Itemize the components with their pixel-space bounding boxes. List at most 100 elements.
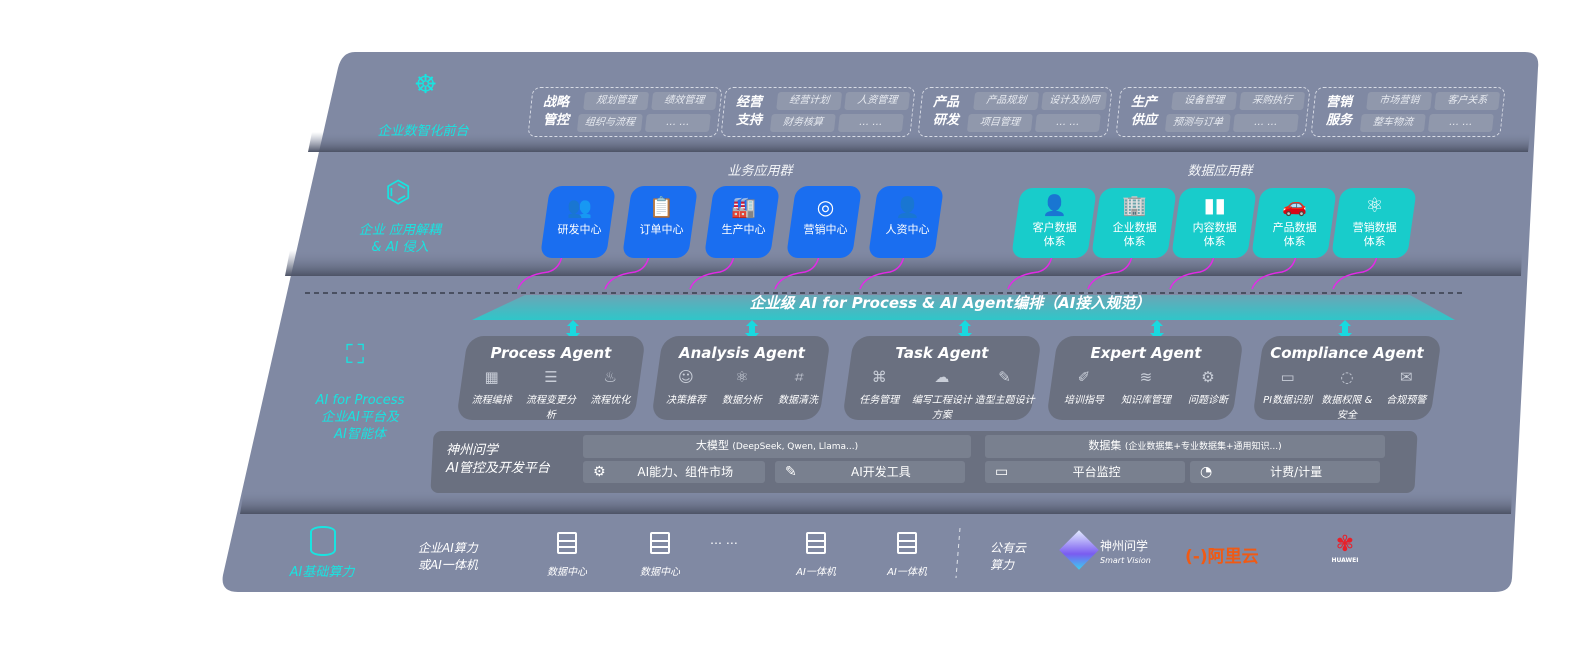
front-chip[interactable]: 产品规划 — [973, 92, 1040, 110]
agent-capability[interactable]: ☁ 编写工程设计方案 — [911, 368, 973, 421]
server-item: AI一体机 — [872, 532, 942, 578]
front-chip[interactable]: 人资管理 — [844, 92, 911, 110]
front-chip[interactable]: 设备管理 — [1171, 92, 1238, 110]
agent-capability-label: 流程变更分析 — [525, 395, 576, 421]
front-chip[interactable]: 经营计划 — [776, 92, 843, 110]
model-strip[interactable]: 大模型 (DeepSeek, Qwen, Llama...) — [583, 435, 971, 458]
dataset-strip[interactable]: 数据集 (企业数据集+专业数据集+通用知识...) — [985, 435, 1385, 458]
agent-capability[interactable]: ✐ 培训指导 — [1053, 368, 1114, 406]
bidirectional-arrow-icon — [566, 320, 580, 340]
public-cloud-label: 公有云 算力 — [990, 541, 1027, 572]
front-chip[interactable]: 预测与订单 — [1164, 114, 1231, 132]
platform-tool[interactable]: ✎ AI开发工具 — [775, 461, 965, 483]
data-app-card[interactable]: 👤 客户数据 体系 — [1011, 188, 1097, 258]
books-icon: ▮▮ — [1203, 193, 1226, 217]
head-icon: ☺ — [678, 368, 694, 386]
data-app-card[interactable]: 🚗 产品数据 体系 — [1251, 188, 1337, 258]
agent-card[interactable]: Expert Agent ✐ 培训指导 ≋ 知识库管理 ⚙ 问题诊断 — [1046, 336, 1244, 420]
data-app-card[interactable]: 🏢 企业数据 体系 — [1091, 188, 1177, 258]
business-app-label: 营销中心 — [803, 223, 848, 236]
front-group-title: 战略 管控 — [543, 95, 570, 128]
people-icon: 👤 — [895, 195, 920, 219]
agent-capability-label: 数据分析 — [721, 395, 762, 406]
data-app-label: 内容数据 — [1192, 221, 1237, 234]
car-icon: 🚗 — [1282, 193, 1308, 217]
chart-icon: ▦ — [484, 368, 499, 386]
cloud-icon: ☁ — [934, 368, 950, 386]
bidirectional-arrow-icon — [958, 320, 972, 340]
agent-capability[interactable]: ≋ 知识库管理 — [1115, 368, 1176, 406]
agent-capability[interactable]: ⚛ 数据分析 — [714, 368, 769, 406]
agent-capability-label: 流程编排 — [471, 395, 512, 406]
agent-capability[interactable]: ▭ PI数据识别 — [1258, 368, 1317, 421]
server-label: AI一体机 — [887, 567, 927, 578]
front-chip[interactable]: … … — [1427, 114, 1494, 132]
agent-capability[interactable]: ✎ 造型主题设计 — [974, 368, 1036, 421]
agent-name: Compliance Agent — [1270, 344, 1424, 362]
face-scan-icon: ⛶ — [346, 340, 365, 370]
platform-tool[interactable]: ◔ 计费/计量 — [1190, 461, 1380, 483]
business-app-label: 订单中心 — [639, 223, 684, 236]
server-icon — [650, 532, 670, 554]
front-chip[interactable]: 财务核算 — [769, 114, 836, 132]
business-app-card[interactable]: 👥 研发中心 — [539, 186, 617, 258]
agent-capability-label: 问题诊断 — [1187, 395, 1228, 406]
agent-card[interactable]: Analysis Agent ☺ 决策推荐 ⚛ 数据分析 ⌗ 数据清洗 — [651, 336, 831, 420]
agent-capability[interactable]: ☰ 流程变更分析 — [522, 368, 581, 421]
data-apps-title: 数据应用群 — [1187, 164, 1253, 179]
business-apps-title: 业务应用群 — [727, 164, 793, 179]
agent-capability[interactable]: ⚙ 问题诊断 — [1177, 368, 1238, 406]
agent-card[interactable]: Compliance Agent ▭ PI数据识别 ◌ 数据权限 & 安全 ✉ 合规预警 — [1252, 336, 1442, 421]
business-app-card[interactable]: 👤 人资中心 — [867, 186, 945, 258]
front-chip[interactable]: 设计及协同 — [1041, 92, 1108, 110]
front-chip[interactable]: 绩效管理 — [651, 92, 718, 110]
atom-icon: ⚛ — [1365, 193, 1384, 217]
agent-capability[interactable]: ⌘ 任务管理 — [848, 368, 910, 421]
business-app-card[interactable]: 🏭 生产中心 — [703, 186, 781, 258]
business-app-card[interactable]: ◎ 营销中心 — [785, 186, 863, 258]
platform-tool[interactable]: ⚙ AI能力、组件市场 — [583, 461, 765, 483]
market-icon: ⚙ — [593, 464, 606, 480]
agent-card[interactable]: Process Agent ▦ 流程编排 ☰ 流程变更分析 ♨ 流程优化 — [456, 336, 646, 421]
data-app-card[interactable]: ▮▮ 内容数据 体系 — [1171, 188, 1257, 258]
agent-capability[interactable]: ⌗ 数据清洗 — [770, 368, 825, 406]
team-icon: 👥 — [567, 195, 592, 219]
agent-capability[interactable]: ♨ 流程优化 — [581, 368, 640, 421]
agent-capability[interactable]: ▦ 流程编排 — [462, 368, 521, 421]
front-chip[interactable]: … … — [644, 114, 711, 132]
front-group-title: 产品 研发 — [933, 95, 960, 128]
front-chip[interactable]: 组织与流程 — [576, 114, 643, 132]
agent-capability[interactable]: ☺ 决策推荐 — [658, 368, 713, 406]
agent-capability-label: 培训指导 — [1063, 395, 1104, 406]
network-icon: ⌘ — [871, 368, 887, 386]
front-chip[interactable]: … … — [1232, 114, 1299, 132]
factory-icon: 🏭 — [731, 195, 756, 219]
front-chip[interactable]: … … — [837, 114, 904, 132]
agent-capability-label: PI数据识别 — [1263, 395, 1313, 406]
front-chip[interactable]: 采购执行 — [1239, 92, 1306, 110]
enterprise-compute-label: 企业AI算力 或AI一体机 — [418, 541, 478, 572]
agent-card[interactable]: Task Agent ⌘ 任务管理 ☁ 编写工程设计方案 ✎ 造型主题设计 — [842, 336, 1042, 421]
server-label: 数据中心 — [547, 567, 587, 578]
server-item: 数据中心 — [625, 532, 695, 578]
data-app-label: 客户数据 — [1032, 221, 1077, 234]
agent-name: Expert Agent — [1090, 344, 1202, 362]
front-chip[interactable]: 整车物流 — [1359, 114, 1426, 132]
agent-capability[interactable]: ✉ 合规预警 — [1377, 368, 1436, 421]
front-chip[interactable]: 项目管理 — [966, 114, 1033, 132]
front-group-title: 营销 服务 — [1326, 95, 1353, 128]
front-chip[interactable]: 市场营销 — [1366, 92, 1433, 110]
dev-tool-icon: ✎ — [785, 464, 797, 480]
business-app-card[interactable]: 📋 订单中心 — [621, 186, 699, 258]
front-chip[interactable]: 规划管理 — [583, 92, 650, 110]
platform-tool[interactable]: ▭ 平台监控 — [985, 461, 1185, 483]
front-chip[interactable]: 客户关系 — [1434, 92, 1501, 110]
front-chip[interactable]: … … — [1034, 114, 1101, 132]
agent-capability-label: 任务管理 — [859, 395, 900, 406]
design-icon: ✎ — [998, 368, 1011, 386]
data-app-card[interactable]: ⚛ 营销数据 体系 — [1331, 188, 1417, 258]
agent-capability-label: 数据清洗 — [777, 395, 818, 406]
platform-tool-label: AI能力、组件市场 — [637, 465, 734, 479]
agent-capability[interactable]: ◌ 数据权限 & 安全 — [1318, 368, 1377, 421]
shield-icon: ◌ — [1340, 368, 1354, 386]
